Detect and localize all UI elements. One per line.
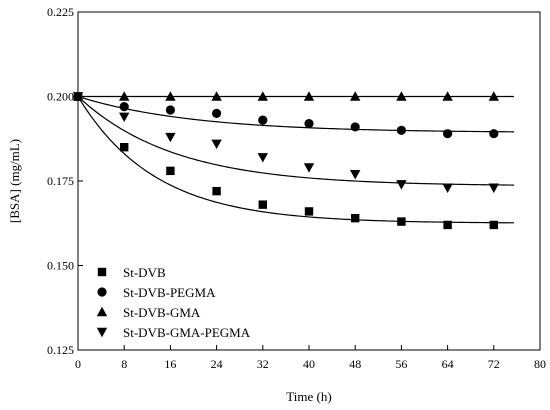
data-point-triangle-down: [350, 170, 361, 180]
x-tick-label: 40: [303, 357, 315, 371]
data-point-square: [351, 213, 360, 223]
x-axis: 0 8 16 24 32 40 48 56 64 72 80: [75, 345, 546, 371]
data-point-triangle-down: [442, 183, 453, 193]
data-point-triangle-down: [488, 183, 499, 193]
legend-marker-triangle-up: [96, 306, 108, 317]
legend-marker-circle: [97, 287, 107, 297]
fit-lines: [77, 95, 515, 224]
data-point-triangle-up: [119, 91, 130, 101]
data-point-triangle-up: [303, 91, 315, 101]
data-point-circle: [350, 122, 360, 132]
data-point-triangle-down: [72, 92, 84, 102]
x-tick-label: 56: [395, 357, 407, 371]
data-point-circle: [258, 115, 268, 125]
data-point-triangle-down: [396, 180, 407, 190]
x-tick-label: 32: [257, 357, 269, 371]
data-point-circle: [212, 108, 222, 118]
data-point-square: [304, 207, 314, 216]
data-point-triangle-down: [303, 163, 315, 173]
y-axis-title: [BSA] (mg/mL): [7, 139, 22, 223]
data-point-triangle-down: [211, 139, 222, 150]
data-point-square: [258, 200, 267, 209]
legend-label: St-DVB-GMA-PEGMA: [123, 325, 251, 340]
data-point-triangle-up: [396, 91, 407, 101]
x-tick-label: 64: [442, 357, 454, 371]
data-point-triangle-down: [257, 153, 268, 163]
legend-label: St-DVB-PEGMA: [123, 285, 216, 300]
y-tick-label: 0.200: [47, 90, 74, 104]
y-tick-label: 0.225: [47, 5, 74, 19]
data-point-triangle-up: [211, 91, 222, 101]
data-point-square: [212, 186, 221, 196]
fit-line-st-dvb: [77, 96, 515, 224]
data-point-circle: [443, 129, 453, 139]
fit-line-st-dvb-pegma: [77, 95, 515, 133]
legend-label: St-DVB-GMA: [123, 305, 201, 320]
data-point-triangle-up: [257, 91, 268, 101]
x-tick-label: 8: [121, 357, 127, 371]
legend-marker-triangle-down: [96, 327, 108, 338]
data-point-triangle-up: [165, 91, 176, 101]
data-point-square: [443, 220, 452, 230]
data-point-square: [489, 220, 498, 230]
y-tick-label: 0.150: [47, 259, 74, 273]
x-tick-label: 80: [534, 357, 546, 371]
data-point-circle: [489, 129, 499, 139]
x-axis-title: Time (h): [286, 389, 331, 404]
x-tick-label: 48: [349, 357, 361, 371]
data-point-square: [120, 143, 129, 152]
data-points: [72, 91, 499, 230]
data-point-triangle-down: [165, 132, 176, 143]
legend-label: St-DVB: [123, 265, 166, 280]
data-point-triangle-up: [488, 91, 499, 101]
x-tick-label: 16: [164, 357, 176, 371]
y-axis: 0.125 0.150 0.175 0.200 0.225: [47, 5, 83, 357]
y-tick-label: 0.175: [47, 174, 74, 188]
data-point-triangle-up: [442, 91, 453, 101]
data-point-circle: [119, 102, 129, 112]
x-tick-label: 24: [211, 357, 223, 371]
x-tick-label: 0: [75, 357, 81, 371]
fit-line-st-dvb-gma-pegma: [77, 96, 515, 186]
data-point-circle: [165, 105, 175, 115]
data-point-circle: [304, 118, 314, 129]
data-point-triangle-down: [119, 112, 130, 122]
legend: St-DVB St-DVB-PEGMA St-DVB-GMA St-DVB-GMA-P…: [96, 265, 251, 340]
x-tick-label: 72: [488, 357, 500, 371]
data-point-square: [397, 217, 406, 226]
data-point-square: [166, 166, 175, 176]
data-point-circle: [396, 125, 406, 135]
legend-marker-square: [97, 267, 107, 277]
data-point-triangle-up: [350, 91, 361, 101]
y-tick-label: 0.125: [47, 343, 74, 357]
